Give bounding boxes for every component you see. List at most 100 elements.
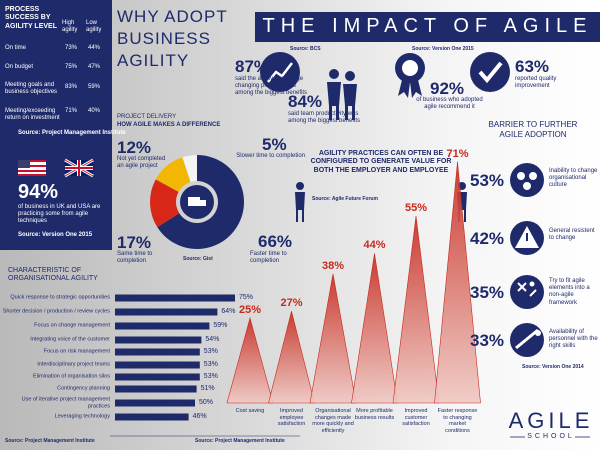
- row-label: On budget: [5, 64, 34, 70]
- triangle: [226, 316, 274, 404]
- stat-value: 92%: [430, 79, 465, 98]
- cell: 83%: [65, 84, 78, 90]
- value-label: 44%: [363, 239, 386, 252]
- source: Source: Agile Future Forum: [312, 196, 378, 202]
- logo: AGILE: [508, 408, 594, 433]
- bar-label: Shorter decision / production / review c…: [2, 308, 110, 315]
- triangle: [434, 161, 481, 404]
- source: Source: Gist: [183, 256, 213, 262]
- category-label: Improved employee satisfaction: [277, 408, 306, 428]
- icon: [510, 163, 544, 357]
- bar-label: Focus on change management: [34, 322, 110, 329]
- chart-title: PROJECT DELIVERY: [117, 114, 177, 120]
- cell: 44%: [88, 45, 101, 51]
- barrier-text: Try to fit agile elements into a non-agi…: [549, 278, 590, 306]
- value-label: 5%: [262, 135, 287, 154]
- icon: [327, 69, 357, 120]
- table-header: High agility: [62, 20, 78, 34]
- value-label: 71%: [446, 147, 469, 160]
- value-label: 38%: [321, 259, 345, 272]
- bar: [115, 361, 200, 369]
- slice-label: Faster time to completion: [250, 251, 287, 265]
- icon: [260, 52, 300, 92]
- stat-text: of business who adopted agile recommend …: [416, 97, 483, 111]
- bar: [115, 336, 202, 344]
- pie-icon: [188, 197, 200, 206]
- bar: [115, 348, 200, 356]
- uk-flag: [64, 158, 94, 178]
- stat-value: 87%: [235, 57, 270, 76]
- source: Source: Version One 2014: [522, 364, 584, 370]
- value-label: 50%: [199, 399, 214, 406]
- bar: [115, 294, 235, 302]
- value-label: 53%: [203, 361, 218, 368]
- pie-slice: [149, 179, 180, 228]
- source: Source: Project Management Institute: [195, 438, 285, 444]
- chart-title: CHARACTERISTIC OF ORGANISATIONAL AGILITY: [8, 267, 98, 283]
- source: Source: Version One 2015: [18, 232, 93, 238]
- bar-label: Elimination of organisation silos: [32, 373, 110, 380]
- callout-text: AGILITY PRACTICES CAN OFTEN BE CONFIGURE…: [310, 150, 452, 174]
- triangle: [392, 215, 440, 404]
- logo-sub: SCHOOL: [527, 433, 575, 440]
- value-label: 55%: [404, 202, 428, 214]
- barrier-value: 53%: [470, 171, 505, 190]
- category-label: Cost saving: [235, 408, 265, 414]
- cell: 71%: [65, 108, 78, 114]
- row-label: Meeting/exceeding return on investment: [5, 108, 60, 122]
- pie-icon: [200, 200, 206, 206]
- pie-slice: [155, 157, 191, 192]
- pie-slice: [157, 155, 244, 249]
- stat-text: said team productivity was among the big…: [288, 111, 361, 125]
- category-label: Faster response to changing market condi…: [437, 408, 478, 434]
- cell: 73%: [65, 45, 78, 51]
- icon: [395, 53, 425, 98]
- bar: [115, 308, 218, 316]
- cell: 75%: [65, 64, 78, 70]
- barrier-text: Inability to change organisational cultu…: [549, 168, 598, 189]
- value-label: 27%: [280, 297, 303, 310]
- value-label: 53%: [203, 373, 218, 380]
- table-header: Low agility: [86, 20, 102, 34]
- source: Source: Project Management Institute: [5, 438, 95, 444]
- source: Source: BCS: [290, 46, 321, 52]
- left-panel: [0, 0, 112, 250]
- slice-label: Not yet completed an agile project: [117, 156, 166, 170]
- row-label: Meeting goals and business objectives: [5, 82, 58, 96]
- cell: 40%: [88, 108, 101, 114]
- row-label: On time: [5, 45, 27, 51]
- banner-title: THE IMPACT OF AGILE: [262, 15, 593, 37]
- banner: [255, 12, 600, 42]
- value-label: 17%: [117, 233, 152, 252]
- value-label: 51%: [200, 385, 215, 392]
- value-label: 54%: [205, 336, 220, 343]
- category-label: More profitable business results: [354, 408, 395, 421]
- bar: [115, 322, 210, 330]
- pie-slice: [182, 155, 197, 183]
- barrier-text: Availability of personnel with the right…: [549, 329, 598, 350]
- stat-value: 84%: [288, 92, 323, 111]
- bar: [115, 373, 200, 381]
- stat-text: of business in UK and USA are practicing…: [18, 204, 101, 225]
- stat-text: reported quality improvement: [515, 76, 557, 90]
- cell: 47%: [88, 64, 101, 70]
- barrier-text: General resistent to change: [549, 228, 595, 242]
- bar-label: Contingency planning: [57, 385, 110, 392]
- barrier-value: 35%: [470, 283, 505, 302]
- chart-subtitle: HOW AGILE MAKES A DIFFERENCE: [117, 122, 221, 128]
- stat-value: 94%: [18, 181, 59, 203]
- source: Source: Version One 2015: [412, 46, 474, 52]
- triangle: [268, 311, 315, 404]
- page-title: WHY ADOPT BUSINESS AGILITY: [117, 7, 228, 71]
- bar-label: Leveraging technology: [54, 413, 110, 420]
- stat-text: said the ability to manage changing prio…: [235, 76, 308, 97]
- stat-value: 63%: [515, 57, 550, 76]
- value-label: 59%: [213, 322, 228, 329]
- cell: 59%: [88, 84, 101, 90]
- value-label: 12%: [117, 138, 152, 157]
- bar: [115, 399, 195, 407]
- bar: [115, 385, 197, 393]
- slice-label: Same time to completion: [117, 251, 153, 265]
